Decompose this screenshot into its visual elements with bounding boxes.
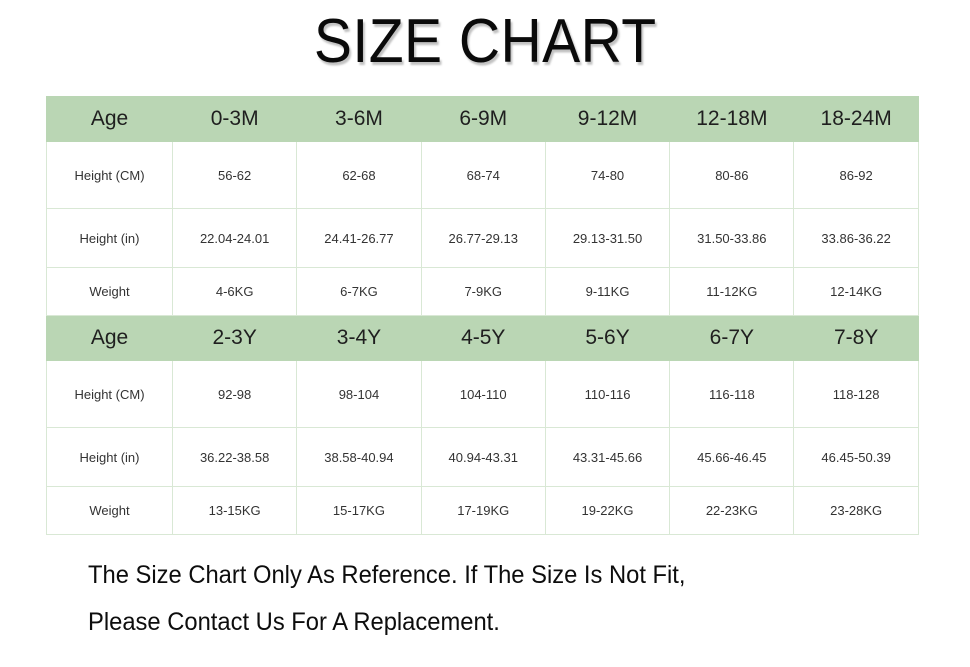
header-size-7-8y: 7-8Y: [793, 315, 919, 361]
header-size-18-24m: 18-24M: [793, 96, 919, 142]
header-size-12-18m: 12-18M: [669, 96, 795, 142]
header-size-9-12m: 9-12M: [544, 96, 671, 142]
page-title-container: SIZE CHART: [0, 6, 970, 78]
cell-height-cm-5-6y: 110-116: [544, 360, 671, 428]
cell-weight-3-6m: 6-7KG: [296, 267, 422, 316]
table-row-weight-years: Weight 13-15KG 15-17KG 17-19KG 19-22KG 2…: [46, 486, 919, 535]
table-header-row-months: Age 0-3M 3-6M 6-9M 9-12M 12-18M 18-24M: [46, 96, 919, 142]
cell-height-cm-6-7y: 116-118: [669, 360, 795, 428]
cell-height-cm-9-12m: 74-80: [544, 141, 671, 209]
size-table: Age 0-3M 3-6M 6-9M 9-12M 12-18M 18-24M H…: [46, 96, 919, 535]
cell-height-in-6-7y: 45.66-46.45: [669, 427, 795, 487]
table-row-height-in-months: Height (in) 22.04-24.01 24.41-26.77 26.7…: [46, 208, 919, 268]
cell-height-in-6-9m: 26.77-29.13: [420, 208, 546, 268]
table-row-height-cm-months: Height (CM) 56-62 62-68 68-74 74-80 80-8…: [46, 141, 919, 209]
table-row-height-in-years: Height (in) 36.22-38.58 38.58-40.94 40.9…: [46, 427, 919, 487]
header-size-6-9m: 6-9M: [420, 96, 546, 142]
page-title: SIZE CHART: [313, 7, 657, 76]
row-label-height-in-years: Height (in): [46, 427, 173, 487]
cell-height-in-0-3m: 22.04-24.01: [171, 208, 298, 268]
cell-height-in-3-4y: 38.58-40.94: [296, 427, 422, 487]
cell-height-cm-2-3y: 92-98: [171, 360, 298, 428]
row-label-height-in: Height (in): [46, 208, 173, 268]
cell-height-in-18-24m: 33.86-36.22: [793, 208, 919, 268]
cell-weight-2-3y: 13-15KG: [171, 486, 298, 535]
cell-height-in-7-8y: 46.45-50.39: [793, 427, 919, 487]
cell-weight-6-9m: 7-9KG: [420, 267, 546, 316]
cell-height-cm-0-3m: 56-62: [171, 141, 298, 209]
cell-height-cm-18-24m: 86-92: [793, 141, 919, 209]
cell-height-cm-6-9m: 68-74: [420, 141, 546, 209]
cell-height-in-5-6y: 43.31-45.66: [544, 427, 671, 487]
cell-height-cm-7-8y: 118-128: [793, 360, 919, 428]
row-label-height-cm: Height (CM): [46, 141, 173, 209]
row-label-weight: Weight: [46, 267, 173, 316]
footer-note: The Size Chart Only As Reference. If The…: [88, 552, 908, 646]
header-size-3-4y: 3-4Y: [296, 315, 422, 361]
cell-weight-5-6y: 19-22KG: [544, 486, 671, 535]
header-size-2-3y: 2-3Y: [171, 315, 298, 361]
header-size-5-6y: 5-6Y: [544, 315, 671, 361]
table-row-weight-months: Weight 4-6KG 6-7KG 7-9KG 9-11KG 11-12KG …: [46, 267, 919, 316]
cell-height-cm-3-4y: 98-104: [296, 360, 422, 428]
header-size-3-6m: 3-6M: [296, 96, 422, 142]
cell-weight-9-12m: 9-11KG: [544, 267, 671, 316]
footer-note-line-1: The Size Chart Only As Reference. If The…: [88, 561, 686, 589]
header-label-age-months: Age: [46, 96, 173, 142]
table-row-height-cm-years: Height (CM) 92-98 98-104 104-110 110-116…: [46, 360, 919, 428]
cell-weight-6-7y: 22-23KG: [669, 486, 795, 535]
cell-height-in-2-3y: 36.22-38.58: [171, 427, 298, 487]
cell-height-in-4-5y: 40.94-43.31: [420, 427, 546, 487]
cell-weight-7-8y: 23-28KG: [793, 486, 919, 535]
cell-weight-18-24m: 12-14KG: [793, 267, 919, 316]
header-size-4-5y: 4-5Y: [420, 315, 546, 361]
header-size-0-3m: 0-3M: [171, 96, 298, 142]
row-label-height-cm-years: Height (CM): [46, 360, 173, 428]
cell-height-cm-3-6m: 62-68: [296, 141, 422, 209]
row-label-weight-years: Weight: [46, 486, 173, 535]
size-table-container: Age 0-3M 3-6M 6-9M 9-12M 12-18M 18-24M H…: [46, 96, 919, 535]
cell-height-cm-12-18m: 80-86: [669, 141, 795, 209]
table-header-row-years: Age 2-3Y 3-4Y 4-5Y 5-6Y 6-7Y 7-8Y: [46, 315, 919, 361]
cell-weight-12-18m: 11-12KG: [669, 267, 795, 316]
header-size-6-7y: 6-7Y: [669, 315, 795, 361]
header-label-age-years: Age: [46, 315, 173, 361]
cell-weight-3-4y: 15-17KG: [296, 486, 422, 535]
footer-note-line-2: Please Contact Us For A Replacement.: [88, 608, 500, 636]
cell-height-in-12-18m: 31.50-33.86: [669, 208, 795, 268]
cell-weight-4-5y: 17-19KG: [420, 486, 546, 535]
cell-height-cm-4-5y: 104-110: [420, 360, 546, 428]
cell-weight-0-3m: 4-6KG: [171, 267, 298, 316]
cell-height-in-3-6m: 24.41-26.77: [296, 208, 422, 268]
cell-height-in-9-12m: 29.13-31.50: [544, 208, 671, 268]
